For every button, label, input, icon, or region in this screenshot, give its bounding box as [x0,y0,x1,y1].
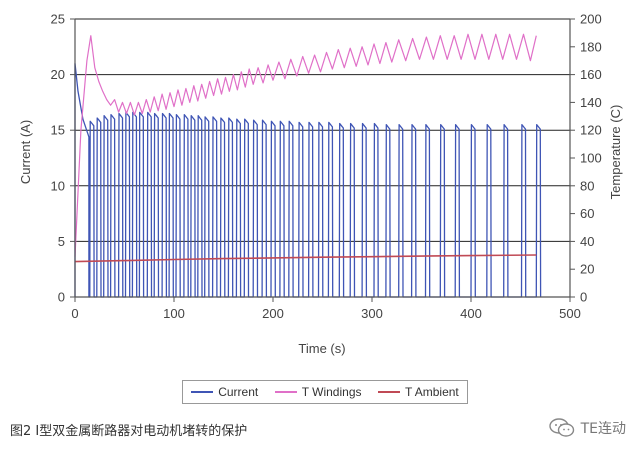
legend-label-t-windings: T Windings [301,385,362,399]
y2-tick-label-160: 160 [580,67,602,82]
y2-tick-label-0: 0 [580,290,587,305]
x-tick-label-100: 100 [163,306,185,321]
y-tick-label-0: 0 [58,290,65,305]
y-tick-label-5: 5 [58,234,65,249]
legend-item-current: Current [191,385,258,399]
y2-tick-label-120: 120 [580,123,602,138]
legend-swatch-current [191,391,214,393]
legend-label-t-ambient: T Ambient [404,385,459,399]
y2-tick-label-180: 180 [580,39,602,54]
y2-axis-title: Temperature (C) [608,105,623,200]
y2-tick-label-80: 80 [580,178,594,193]
wechat-icon [548,418,574,437]
y-tick-label-25: 25 [51,12,65,27]
y-tick-label-20: 20 [51,67,65,82]
series-layer [74,33,542,298]
tick-labels: 0 100 200 300 400 500051015202502040608010012… [51,12,602,322]
y-tick-label-15: 15 [51,123,65,138]
y-tick-label-10: 10 [51,178,65,193]
legend-swatch-t-ambient [377,391,400,393]
figure-caption: 图2 I型双金属断路器对电动机堵转的保护 [10,424,248,439]
x-tick-label-500: 500 [559,306,581,321]
legend-item-t-ambient: T Ambient [377,385,459,399]
y2-tick-label-20: 20 [580,262,594,277]
x-tick-label-0: 0 [71,306,78,321]
x-axis-title: Time (s) [298,341,345,356]
series-t-windings-line [74,33,537,257]
legend: Current T Windings T Ambient [182,380,468,404]
x-tick-label-200: 200 [262,306,284,321]
x-tick-label-400: 400 [460,306,482,321]
legend-item-t-windings: T Windings [274,385,362,399]
legend-swatch-t-windings [274,391,297,393]
axes [70,18,575,302]
y-axis-title: Current (A) [18,120,33,184]
watermark-text: TE连动 [580,421,626,437]
y2-tick-label-140: 140 [580,95,602,110]
watermark: TE连动 [548,417,626,439]
y2-tick-label-100: 100 [580,151,602,166]
legend-label-current: Current [218,385,259,399]
series-t-ambient-line [74,254,537,263]
y2-tick-label-60: 60 [580,206,594,221]
y2-tick-label-40: 40 [580,234,594,249]
y2-tick-label-200: 200 [580,12,602,27]
series-current-line [74,62,542,298]
x-tick-label-300: 300 [361,306,383,321]
